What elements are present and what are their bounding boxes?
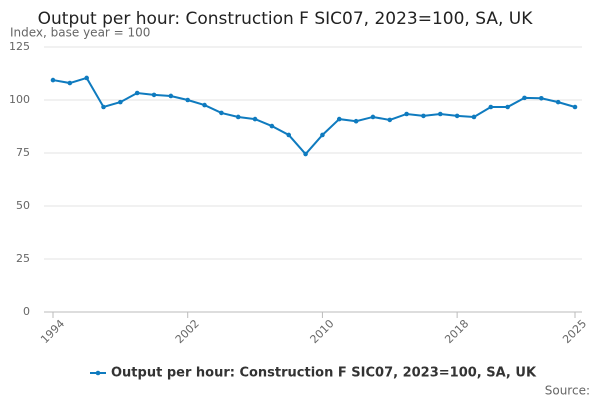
point (421, 113, 426, 119)
y-tick-label: 0 (23, 305, 30, 318)
point (539, 96, 544, 101)
chart-title: Output per hour: Construction F SIC07, 2… (38, 9, 534, 29)
point (404, 111, 409, 117)
y-tick-label: 25 (16, 252, 30, 265)
point (488, 104, 494, 110)
x-tick-label: 2010 (308, 317, 337, 346)
point (151, 92, 157, 98)
x-tick-label: 2025 (560, 317, 589, 346)
point (555, 99, 561, 105)
point (84, 75, 89, 81)
point (50, 77, 56, 83)
point (303, 151, 308, 157)
point (522, 95, 527, 101)
point (320, 132, 325, 138)
point (252, 116, 258, 122)
y-tick-label: 125 (9, 40, 30, 53)
point (370, 114, 376, 120)
point (202, 102, 207, 108)
point (67, 80, 73, 86)
point (269, 123, 275, 129)
source: Source: (545, 384, 590, 398)
point (437, 111, 443, 117)
y-tick-label: 100 (9, 93, 30, 106)
series-line (52, 76, 576, 156)
point (387, 117, 393, 123)
point (471, 114, 477, 120)
point (185, 97, 191, 103)
x-tick-label: 1994 (38, 317, 67, 346)
point (235, 114, 241, 120)
point (505, 104, 510, 110)
point (101, 104, 106, 110)
x-tick-label: 2002 (173, 317, 202, 346)
point (286, 132, 292, 138)
point (336, 116, 342, 122)
point (118, 99, 123, 105)
point (134, 90, 140, 96)
legend-label: Output per hour: Construction F SIC07, 2… (111, 366, 537, 381)
point (454, 113, 460, 119)
legend-marker (95, 370, 101, 376)
subtitle: Index, base year = 100 (10, 26, 150, 40)
point (219, 110, 224, 116)
point (168, 93, 174, 99)
point (353, 118, 359, 124)
point (572, 104, 578, 110)
y-tick-label: 50 (16, 199, 30, 212)
x-tick-label: 2018 (442, 317, 471, 346)
y-tick-label: 75 (16, 146, 30, 159)
